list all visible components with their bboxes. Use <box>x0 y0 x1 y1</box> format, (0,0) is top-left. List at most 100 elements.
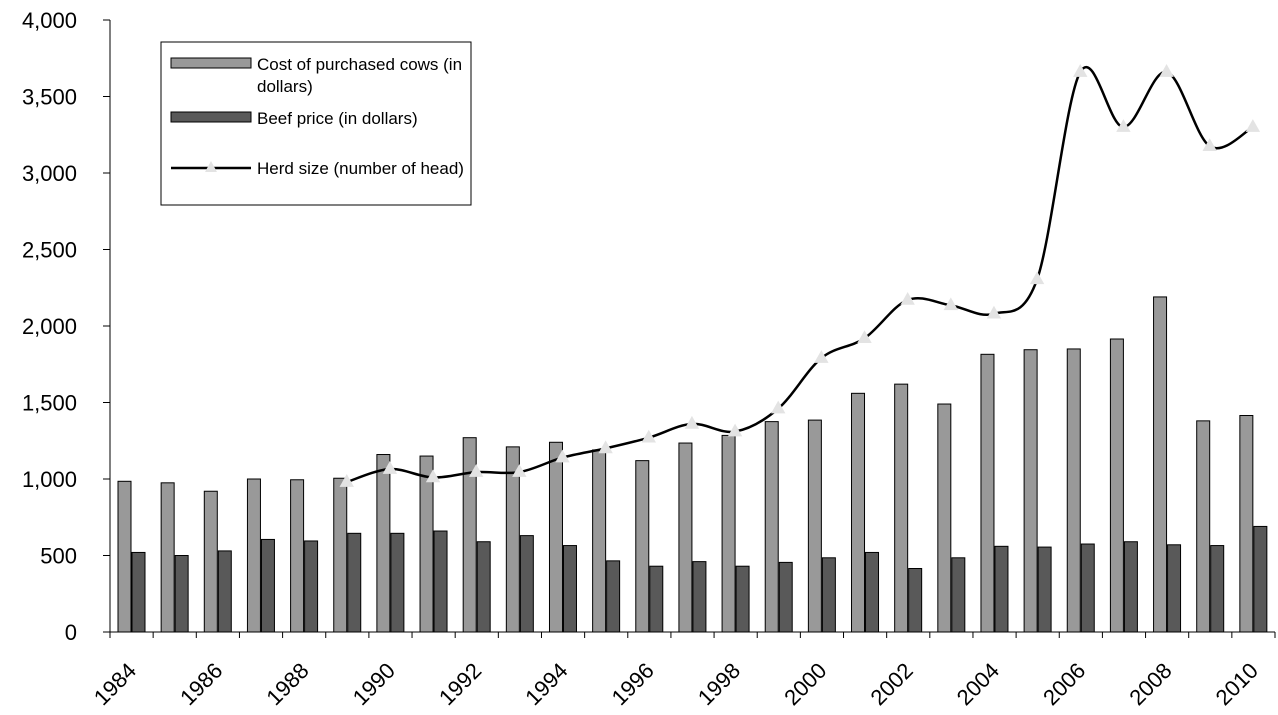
bar-beef <box>951 557 966 633</box>
bar-beef <box>390 532 405 633</box>
x-tick-label: 2010 <box>1211 658 1263 710</box>
point-herd-size <box>1073 64 1088 77</box>
bar-cost <box>376 454 391 633</box>
point-herd-size <box>684 415 700 429</box>
bar-cost <box>462 437 477 633</box>
point-herd-size <box>555 449 570 463</box>
point-herd-size <box>425 469 441 483</box>
y-tick-label: 2,000 <box>22 314 77 339</box>
bar-cost <box>678 442 693 633</box>
bar-beef <box>735 565 750 633</box>
bar-beef <box>908 568 923 633</box>
bar-cost <box>117 480 132 633</box>
x-tick-label: 1990 <box>348 658 400 710</box>
point-herd-size <box>598 440 613 454</box>
bar-beef <box>994 545 1009 633</box>
bar-cost <box>1023 349 1038 633</box>
bar-cost <box>246 478 261 633</box>
bar-beef <box>260 538 275 633</box>
y-tick-label: 0 <box>65 620 77 645</box>
legend-label-cost-line1: Cost of purchased cows (in <box>257 55 462 74</box>
bar-cost <box>592 449 607 633</box>
bars-layer <box>117 296 1268 633</box>
bar-cost <box>419 455 434 633</box>
bar-beef <box>692 561 707 633</box>
bar-cost <box>764 421 779 633</box>
bar-beef <box>562 545 577 633</box>
x-tick-label: 1988 <box>261 658 313 710</box>
bar-beef <box>519 535 534 633</box>
x-tick-label: 1998 <box>693 658 745 710</box>
point-herd-size <box>468 464 484 477</box>
bar-beef <box>606 560 621 633</box>
bar-cost <box>203 490 218 633</box>
bar-beef <box>304 540 319 633</box>
bar-cost <box>721 434 736 633</box>
bar-beef <box>131 551 146 633</box>
bar-cost <box>548 441 563 633</box>
bar-beef <box>1123 541 1138 633</box>
point-herd-size <box>1029 271 1045 285</box>
legend: Cost of purchased cows (in dollars) Beef… <box>160 41 472 206</box>
point-herd-size <box>943 297 959 311</box>
x-tick-label: 2002 <box>865 658 917 710</box>
bar-cost <box>505 446 520 633</box>
y-tick-label: 1,500 <box>22 391 77 416</box>
x-tick-label: 1992 <box>434 658 486 710</box>
point-herd-size <box>512 464 527 477</box>
line-layer <box>339 64 1261 487</box>
legend-box <box>160 41 472 206</box>
bar-beef <box>778 561 793 633</box>
bar-cost <box>1066 348 1081 633</box>
bar-cost <box>937 403 952 633</box>
y-tick-label: 1,000 <box>22 467 77 492</box>
bar-cost <box>851 392 866 633</box>
x-tick-label: 2008 <box>1124 658 1176 710</box>
point-herd-size <box>857 330 872 344</box>
bar-cost <box>1196 420 1211 633</box>
point-herd-size <box>986 305 1002 319</box>
y-tick-label: 500 <box>40 544 77 569</box>
point-herd-size <box>339 474 354 487</box>
bar-beef <box>174 555 189 633</box>
y-tick-label: 3,000 <box>22 161 77 186</box>
bar-beef <box>217 550 232 633</box>
bar-beef <box>1253 525 1268 633</box>
x-tick-label: 2000 <box>779 658 831 710</box>
point-herd-size <box>382 461 398 474</box>
bar-cost <box>333 477 348 633</box>
legend-swatch-cost <box>170 57 252 69</box>
line-herd-size <box>346 66 1254 484</box>
bar-beef <box>649 565 664 633</box>
bar-beef <box>1037 546 1052 633</box>
bar-cost <box>1109 338 1124 633</box>
x-tick-label: 2004 <box>952 658 1004 710</box>
y-tick-label: 4,000 <box>22 8 77 33</box>
bar-beef <box>1167 544 1182 633</box>
point-herd-size <box>1159 64 1174 77</box>
x-tick-label: 1994 <box>520 658 572 710</box>
point-herd-size <box>814 350 829 363</box>
bar-cost <box>160 482 175 633</box>
y-tick-label: 2,500 <box>22 238 77 263</box>
bar-cost <box>290 479 305 633</box>
point-herd-size <box>727 423 743 437</box>
bar-cost <box>980 353 995 633</box>
x-tick-label: 1996 <box>607 658 659 710</box>
bar-beef <box>433 530 448 633</box>
x-tick-label: 2006 <box>1038 658 1090 710</box>
bar-cost <box>1153 296 1168 633</box>
bar-beef <box>1080 543 1095 633</box>
legend-label-herd: Herd size (number of head) <box>257 159 464 178</box>
point-herd-size <box>771 400 786 414</box>
bar-cost <box>807 419 822 633</box>
point-herd-size <box>1245 119 1261 132</box>
bar-beef <box>821 557 836 633</box>
legend-swatch-beef <box>170 111 252 123</box>
bar-cost <box>635 460 650 633</box>
point-herd-size <box>1116 119 1131 132</box>
bar-beef <box>347 532 362 633</box>
y-tick-label: 3,500 <box>22 85 77 110</box>
